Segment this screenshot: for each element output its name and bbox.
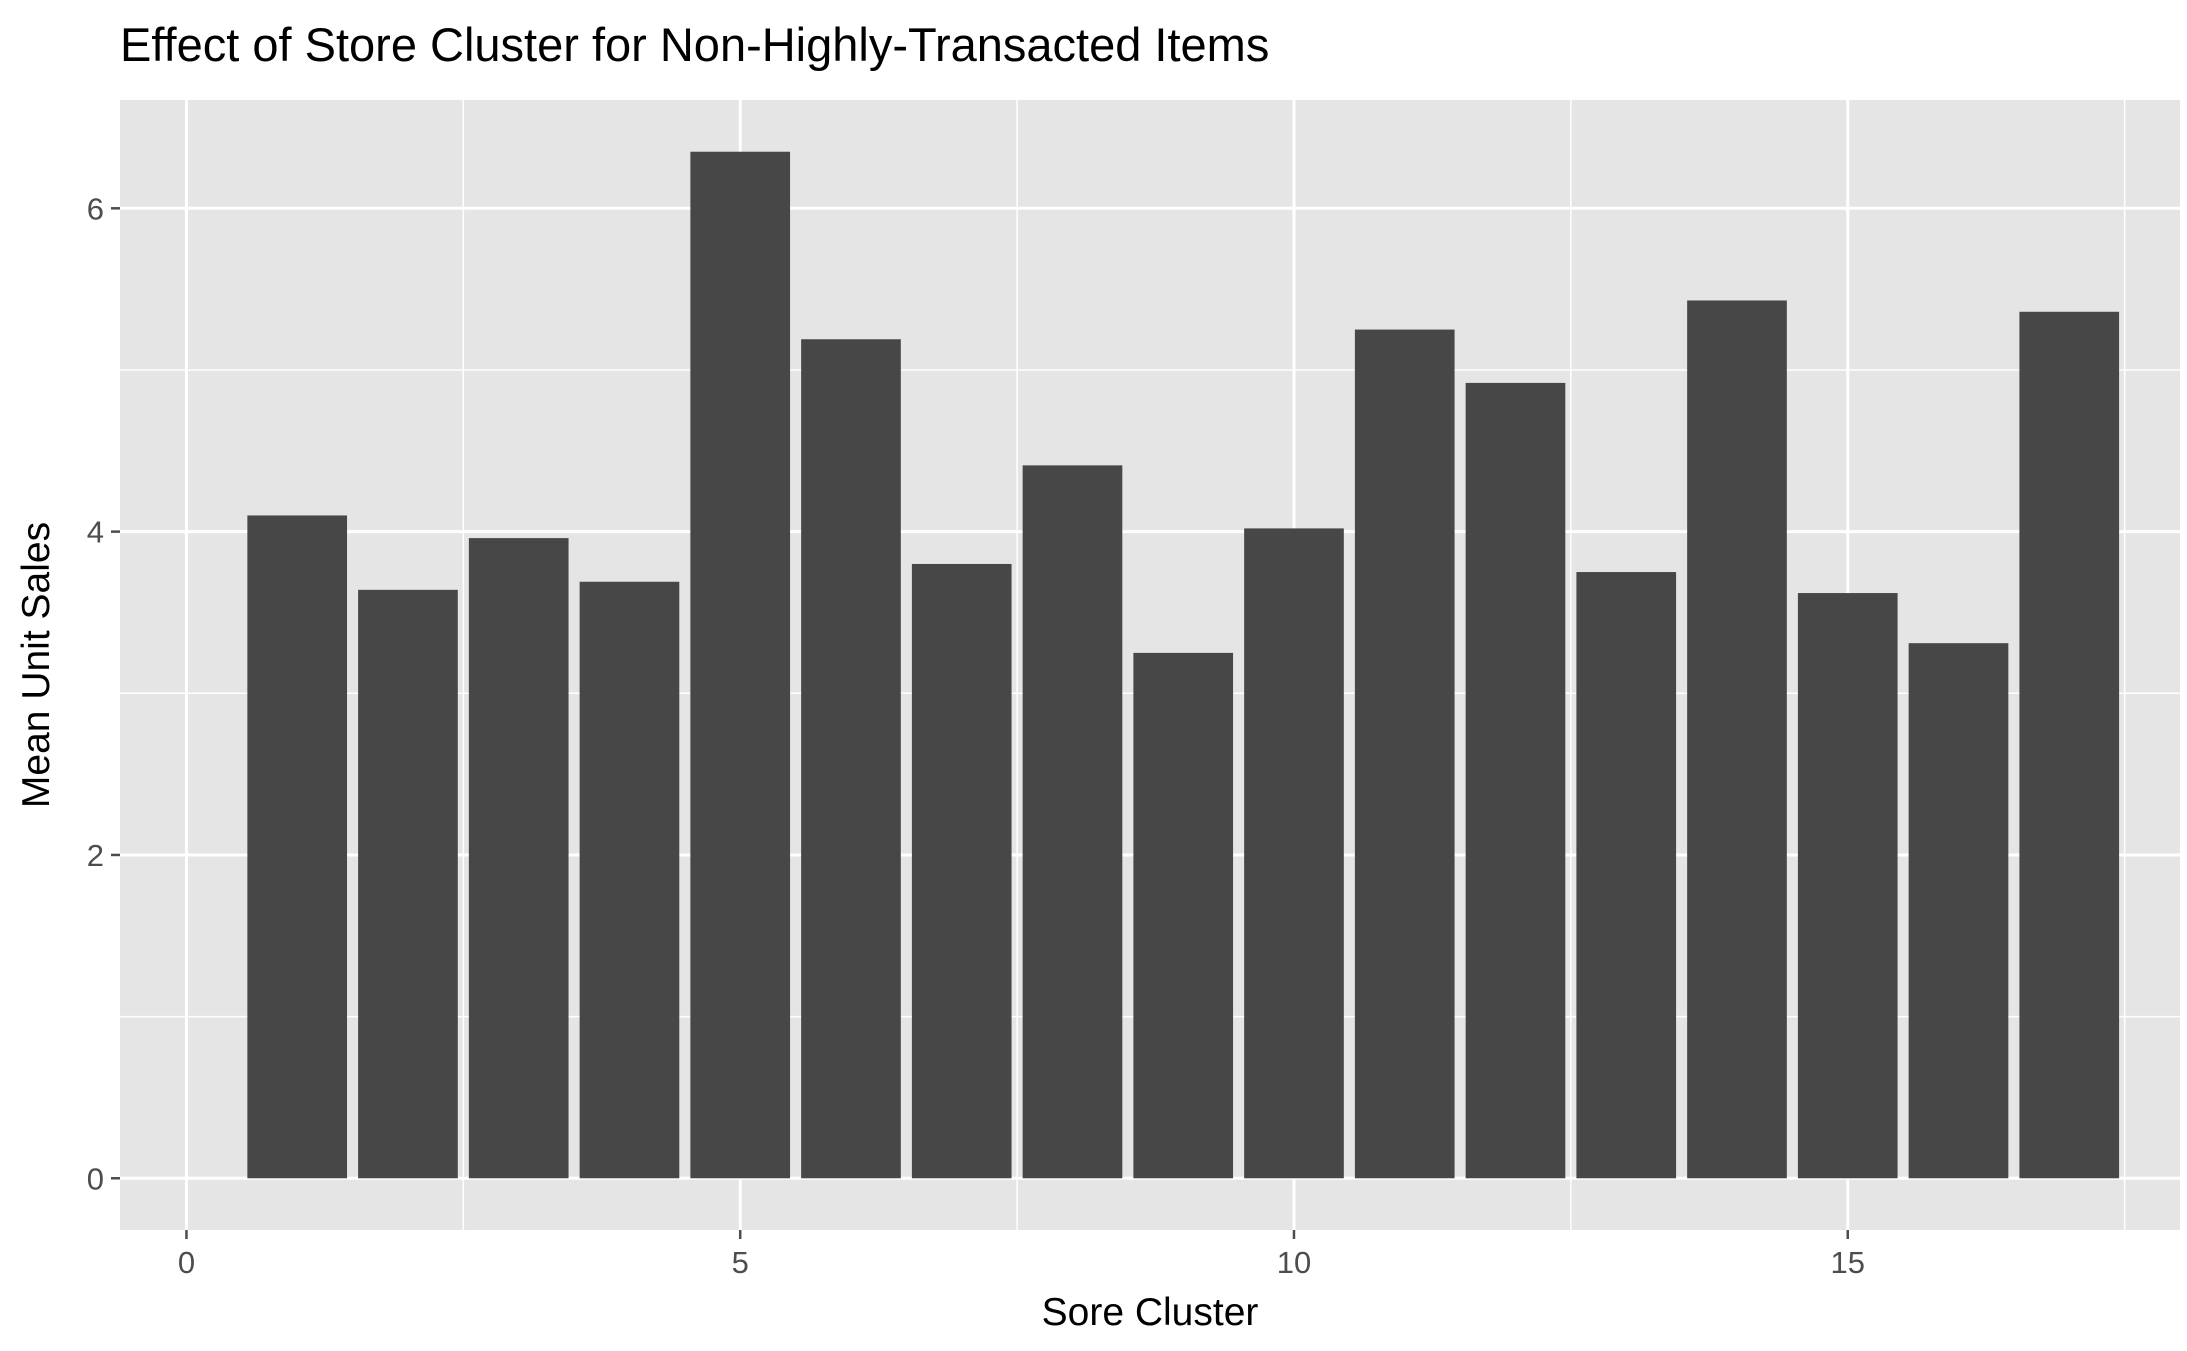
bar-cluster-4 (579, 581, 680, 1179)
bar-cluster-3 (468, 538, 569, 1179)
x-tick-label: 15 (1830, 1245, 1864, 1280)
y-tick-label: 0 (87, 1161, 104, 1196)
bar-cluster-5 (690, 151, 791, 1179)
bar-cluster-1 (247, 515, 348, 1179)
y-axis: 0 2 4 6 (87, 191, 120, 1196)
bar-cluster-6 (801, 339, 901, 1179)
bar-cluster-16 (1908, 643, 2009, 1179)
bar-cluster-7 (911, 563, 1012, 1179)
bars (247, 151, 2120, 1179)
x-tick-label: 0 (178, 1245, 195, 1280)
bar-cluster-14 (1687, 300, 1787, 1179)
x-tick-label: 5 (732, 1245, 749, 1280)
bar-cluster-11 (1354, 329, 1455, 1179)
bar-cluster-17 (2019, 311, 2120, 1179)
x-axis: 0 5 10 15 (178, 1230, 1865, 1280)
y-tick-label: 4 (87, 515, 104, 550)
bar-cluster-2 (358, 589, 458, 1179)
bar-cluster-10 (1244, 528, 1344, 1179)
bar-cluster-15 (1797, 593, 1898, 1179)
bar-cluster-9 (1133, 652, 1234, 1179)
x-tick-label: 10 (1277, 1245, 1311, 1280)
y-tick-label: 2 (87, 838, 104, 873)
y-axis-title: Mean Unit Sales (15, 522, 58, 808)
bar-cluster-13 (1576, 572, 1677, 1179)
chart-title: Effect of Store Cluster for Non-Highly-T… (120, 18, 1269, 71)
bar-cluster-12 (1465, 382, 1566, 1179)
y-tick-label: 6 (87, 191, 104, 226)
x-axis-title: Sore Cluster (1042, 1291, 1259, 1334)
bar-cluster-8 (1022, 465, 1123, 1179)
